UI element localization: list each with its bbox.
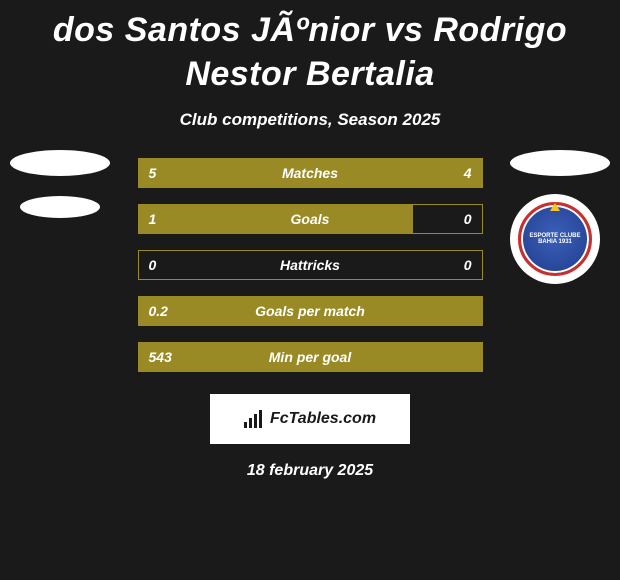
stat-bar-left [139, 205, 413, 233]
stat-row: 5 Matches 4 [138, 158, 483, 188]
stat-rows: 5 Matches 4 1 Goals 0 0 Hattricks 0 0.2 Goals per … [138, 158, 483, 372]
left-player-badges [10, 150, 110, 218]
stat-value-right: 0 [464, 257, 472, 273]
club-badge-text: ESPORTE CLUBE BAHIA 1931 [521, 225, 589, 254]
stat-label: Goals [291, 211, 330, 227]
stat-label: Min per goal [269, 349, 351, 365]
stat-value-left: 0.2 [149, 303, 168, 319]
stat-value-left: 543 [149, 349, 172, 365]
player-badge-ellipse-small [20, 196, 100, 218]
player-badge-ellipse [10, 150, 110, 176]
stat-row: 0 Hattricks 0 [138, 250, 483, 280]
page-title: dos Santos JÃºnior vs Rodrigo Nestor Ber… [0, 0, 620, 100]
subtitle: Club competitions, Season 2025 [0, 110, 620, 130]
date-text: 18 february 2025 [0, 462, 620, 480]
stat-row: 1 Goals 0 [138, 204, 483, 234]
right-player-badges: ESPORTE CLUBE BAHIA 1931 [510, 150, 610, 284]
stat-row: 543 Min per goal [138, 342, 483, 372]
chart-icon [244, 410, 264, 428]
stats-area: ESPORTE CLUBE BAHIA 1931 5 Matches 4 1 Goals… [0, 158, 620, 372]
stat-value-left: 1 [149, 211, 157, 227]
logo-text: FcTables.com [270, 410, 376, 428]
club-badge: ESPORTE CLUBE BAHIA 1931 [510, 194, 600, 284]
stat-value-left: 5 [149, 165, 157, 181]
logo-box[interactable]: FcTables.com [210, 394, 410, 444]
stat-value-left: 0 [149, 257, 157, 273]
stat-label: Goals per match [255, 303, 365, 319]
stat-value-right: 4 [464, 165, 472, 181]
stat-label: Hattricks [280, 257, 340, 273]
stat-label: Matches [282, 165, 338, 181]
club-badge-inner: ESPORTE CLUBE BAHIA 1931 [518, 202, 592, 276]
stat-value-right: 0 [464, 211, 472, 227]
stat-bar-right [329, 159, 481, 187]
stat-row: 0.2 Goals per match [138, 296, 483, 326]
player-badge-ellipse [510, 150, 610, 176]
